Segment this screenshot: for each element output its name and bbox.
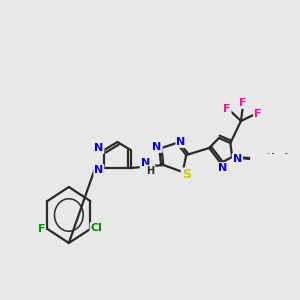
Text: methyl: methyl — [251, 155, 291, 165]
Text: S: S — [182, 169, 191, 182]
Text: N: N — [94, 165, 104, 175]
Text: H: H — [146, 166, 154, 176]
Text: N: N — [141, 158, 150, 169]
Text: N: N — [233, 154, 242, 164]
Text: methyl: methyl — [255, 154, 290, 164]
Text: N: N — [176, 137, 186, 147]
Text: N: N — [152, 142, 162, 152]
Text: methyl: methyl — [250, 147, 298, 161]
Text: methyl: methyl — [251, 153, 289, 163]
Text: F: F — [254, 109, 262, 119]
Text: F: F — [223, 104, 231, 114]
Text: N: N — [94, 143, 104, 153]
Text: Cl: Cl — [91, 223, 102, 233]
Text: methyl: methyl — [252, 155, 290, 165]
Text: methyl: methyl — [249, 147, 297, 161]
Text: F: F — [38, 224, 45, 234]
Text: methyl: methyl — [250, 147, 298, 161]
Text: F: F — [239, 98, 247, 108]
Text: N: N — [233, 154, 242, 164]
Text: N: N — [218, 163, 227, 173]
